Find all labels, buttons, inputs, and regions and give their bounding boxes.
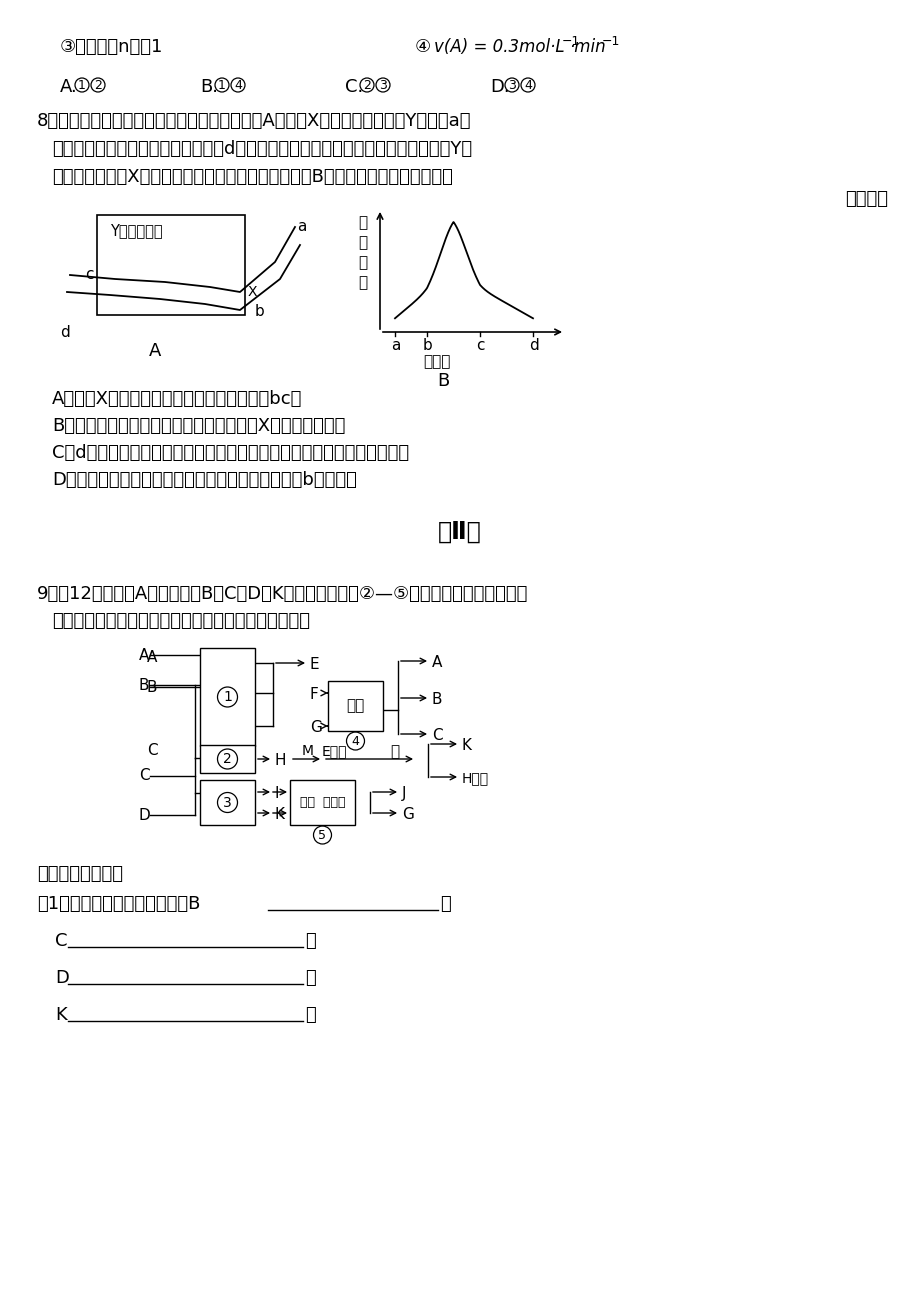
Text: K: K xyxy=(461,738,471,753)
Text: a: a xyxy=(391,338,400,353)
Bar xyxy=(96,216,244,314)
Text: C: C xyxy=(147,743,157,759)
Text: 染: 染 xyxy=(358,235,368,249)
Text: A.: A. xyxy=(60,78,78,96)
Text: K: K xyxy=(55,1005,67,1024)
Text: A．造成X河污染的主要污染源最可能分布在bc段: A．造成X河污染的主要污染源最可能分布在bc段 xyxy=(52,390,302,408)
Text: A: A xyxy=(149,342,161,360)
Text: 电解: 电解 xyxy=(346,699,364,713)
Text: 3: 3 xyxy=(223,795,232,809)
Text: ；: ； xyxy=(305,1005,315,1024)
Text: A: A xyxy=(432,655,442,670)
Text: I: I xyxy=(275,786,279,801)
Text: D.: D. xyxy=(490,78,509,96)
Text: K: K xyxy=(275,807,285,822)
Text: 2: 2 xyxy=(94,78,102,91)
Text: C．d处污染程度减小，可能是某些污染物的离子间发生反应生成沉淀所致: C．d处污染程度减小，可能是某些污染物的离子间发生反应生成沉淀所致 xyxy=(52,444,409,462)
Text: E: E xyxy=(310,657,319,672)
Text: B: B xyxy=(147,679,157,695)
Text: E溶液: E溶液 xyxy=(322,744,347,759)
Text: d: d xyxy=(528,338,539,353)
Text: 8．城市环境污染是当前突出的环境问题。如图A所示，X河流经某工业城市Y，其中a处: 8．城市环境污染是当前突出的环境问题。如图A所示，X河流经某工业城市Y，其中a处 xyxy=(37,112,471,130)
Text: v(A) = 0.3mol·L: v(A) = 0.3mol·L xyxy=(434,38,564,56)
Text: 河流段: 河流段 xyxy=(423,355,450,369)
Text: 1: 1 xyxy=(222,690,232,704)
Text: 9．（12分）物质A是化合物，B、C、D、K都是单质，反应②—⑤都是常见的工业生产的反: 9．（12分）物质A是化合物，B、C、D、K都是单质，反应②—⑤都是常见的工业生… xyxy=(37,585,528,603)
Text: （　　）: （ ） xyxy=(844,190,887,208)
Text: F: F xyxy=(310,687,318,701)
Text: −1: −1 xyxy=(562,35,580,48)
Text: （1）写出下列物质的化学式：B: （1）写出下列物质的化学式：B xyxy=(37,895,200,913)
Text: a: a xyxy=(297,220,306,234)
Text: 污: 污 xyxy=(358,216,368,230)
Text: M: M xyxy=(301,744,313,759)
Bar xyxy=(328,681,382,731)
Text: ；: ； xyxy=(439,895,450,913)
Text: A: A xyxy=(139,648,149,662)
Text: c: c xyxy=(85,268,94,282)
Text: D: D xyxy=(55,969,69,987)
Text: B: B xyxy=(432,692,442,707)
Text: 5: 5 xyxy=(318,829,326,842)
Text: 第Ⅱ卷: 第Ⅱ卷 xyxy=(437,520,482,544)
Text: C.: C. xyxy=(345,78,363,96)
Text: 1: 1 xyxy=(78,78,85,91)
Text: −1: −1 xyxy=(601,35,619,48)
Text: A: A xyxy=(147,650,157,665)
Text: 环保局监测站对X河水质检测的结果，绘制成简图如图B所示。下列说法不正确的是: 环保局监测站对X河水质检测的结果，绘制成简图如图B所示。下列说法不正确的是 xyxy=(52,168,452,186)
Text: D: D xyxy=(139,808,151,824)
Text: B.: B. xyxy=(199,78,218,96)
Text: C: C xyxy=(432,727,442,743)
Bar xyxy=(199,779,255,825)
Text: ；: ； xyxy=(305,969,315,987)
Text: 光: 光 xyxy=(390,744,399,759)
Text: J: J xyxy=(402,786,406,801)
Text: B: B xyxy=(139,678,149,692)
Text: 4: 4 xyxy=(524,78,531,91)
Text: 请填写下列空白：: 请填写下列空白： xyxy=(37,865,123,883)
Text: 程: 程 xyxy=(358,255,368,270)
Text: B: B xyxy=(437,372,448,390)
Text: ·min: ·min xyxy=(568,38,605,56)
Text: c: c xyxy=(475,338,484,353)
Text: ③经计算，n值为1: ③经计算，n值为1 xyxy=(60,38,164,56)
Bar xyxy=(199,648,255,746)
Text: C: C xyxy=(55,931,67,950)
Text: 4: 4 xyxy=(351,734,359,747)
Text: b: b xyxy=(255,304,265,320)
Text: 3: 3 xyxy=(379,78,387,91)
Text: H溶液: H溶液 xyxy=(461,772,489,785)
Text: 应，各有关物质之间的相互反应转化关系如下图所示：: 应，各有关物质之间的相互反应转化关系如下图所示： xyxy=(52,612,310,630)
Text: D．该城市建造硫酸厂时，综合考虑诸多因素选址在b处最合理: D．该城市建造硫酸厂时，综合考虑诸多因素选址在b处最合理 xyxy=(52,472,357,488)
Text: B．工业生活污水、固体废弃物可能是造成X河污染的污染源: B．工业生活污水、固体废弃物可能是造成X河污染的污染源 xyxy=(52,417,345,435)
Text: 度: 度 xyxy=(358,275,368,290)
Bar xyxy=(199,746,255,773)
Text: 2: 2 xyxy=(223,752,232,766)
Text: G: G xyxy=(402,807,414,822)
Text: ；: ； xyxy=(305,931,315,950)
Text: 4: 4 xyxy=(233,78,242,91)
Text: X: X xyxy=(248,284,257,299)
Text: 1: 1 xyxy=(218,78,226,91)
Text: G: G xyxy=(310,720,322,735)
Text: d: d xyxy=(60,325,70,340)
Text: H: H xyxy=(275,753,286,768)
Text: b: b xyxy=(423,338,432,353)
Text: 在上游，附近有丰富的黄铁矿资源，d处在下游有多个企业以硫酸为原料。根据某月Y市: 在上游，附近有丰富的黄铁矿资源，d处在下游有多个企业以硫酸为原料。根据某月Y市 xyxy=(52,140,471,158)
Text: Y市市区范围: Y市市区范围 xyxy=(110,223,163,238)
Bar xyxy=(289,779,355,825)
Text: 2: 2 xyxy=(363,78,370,91)
Text: ④: ④ xyxy=(414,38,431,56)
Text: 加热  催化剂: 加热 催化剂 xyxy=(300,796,345,809)
Text: C: C xyxy=(139,768,150,783)
Text: 3: 3 xyxy=(507,78,516,91)
